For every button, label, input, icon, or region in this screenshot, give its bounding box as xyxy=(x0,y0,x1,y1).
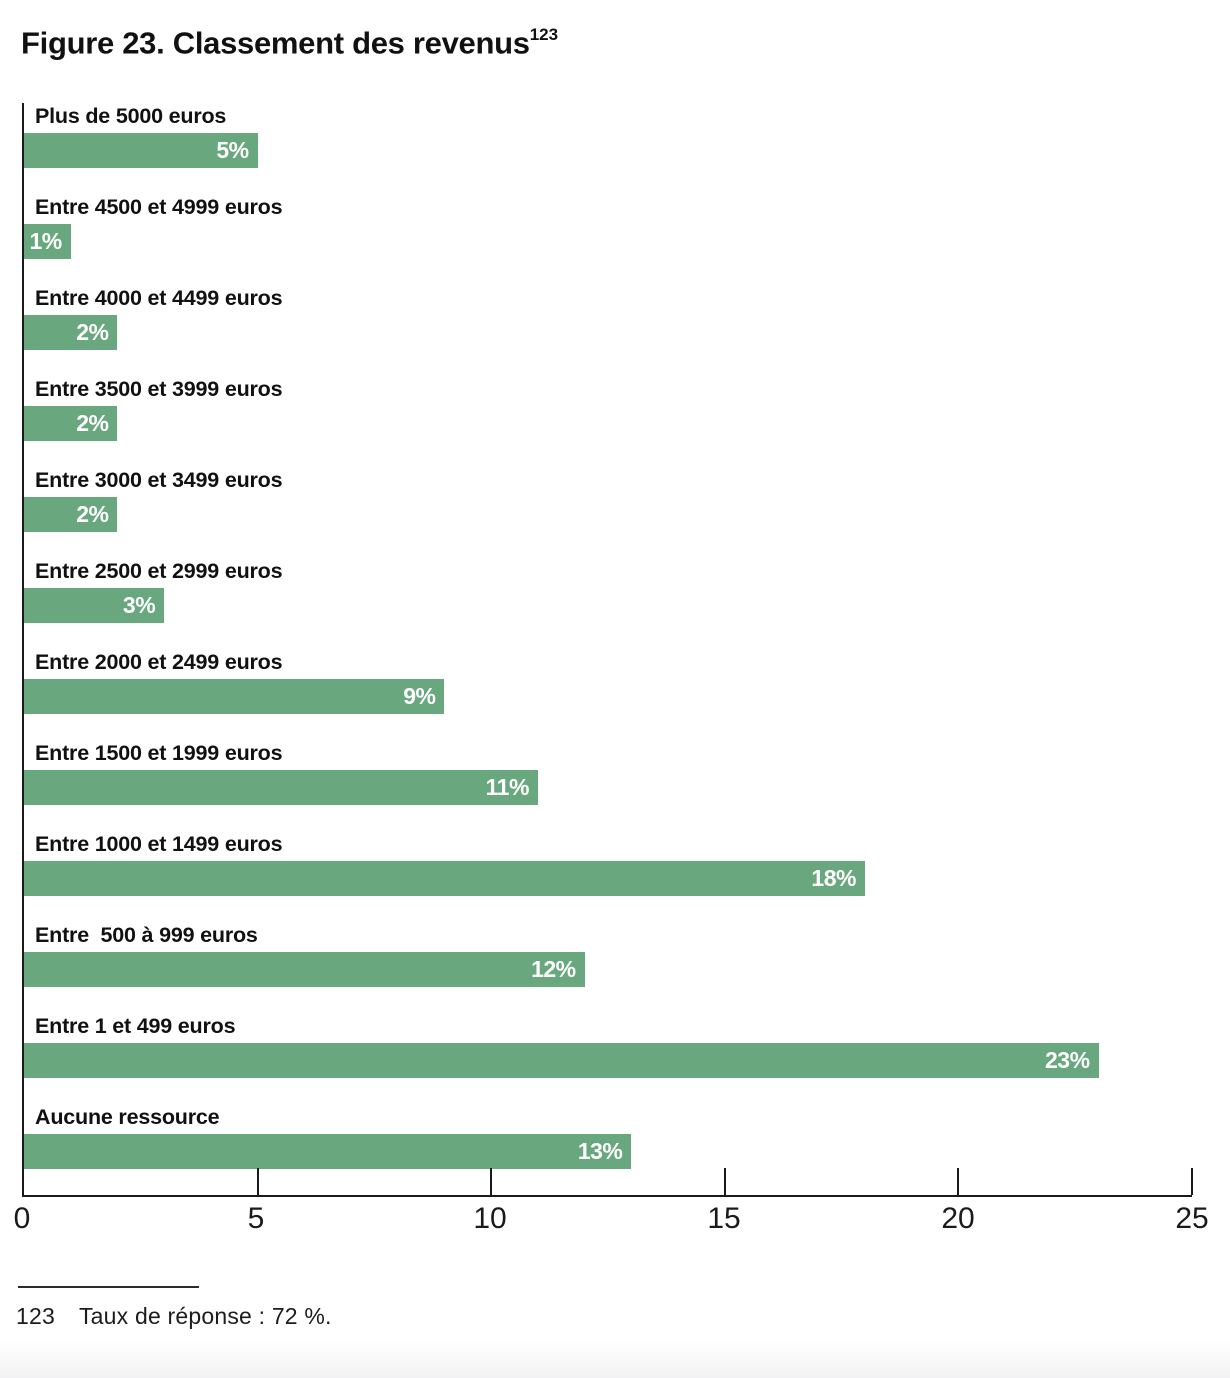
footnote-ref-number: 123 xyxy=(16,1303,55,1330)
bar: 13% xyxy=(24,1134,632,1170)
bar-row: Entre 3500 et 3999 euros 2% xyxy=(24,376,1192,467)
category-label: Entre 2500 et 2999 euros xyxy=(35,559,283,584)
x-axis-tick-label: 25 xyxy=(1175,1202,1209,1236)
income-bar-chart: Plus de 5000 euros 5% Entre 4500 et 4999 e… xyxy=(14,103,1209,1240)
bar: 3% xyxy=(24,588,165,624)
bar-row: Entre 2500 et 2999 euros 3% xyxy=(24,558,1192,649)
bar: 2% xyxy=(24,406,118,442)
bar-value-label: 12% xyxy=(531,956,576,983)
x-axis-tick-label: 15 xyxy=(707,1202,741,1236)
category-label: Entre 1 et 499 euros xyxy=(35,1014,236,1039)
footnote: 123 Taux de réponse : 72 %. xyxy=(16,1286,1230,1330)
footnote-text: Taux de réponse : 72 %. xyxy=(78,1303,332,1330)
bar: 11% xyxy=(24,770,538,806)
category-label: Entre 4500 et 4999 euros xyxy=(35,195,283,220)
figure-title: Figure 23. Classement des revenus123 xyxy=(21,18,1230,62)
bar-row: Aucune ressource 13% xyxy=(24,1104,1192,1195)
category-label: Aucune ressource xyxy=(35,1105,220,1130)
plot-rows: Plus de 5000 euros 5% Entre 4500 et 4999 e… xyxy=(22,103,1193,1198)
bar: 2% xyxy=(24,315,118,351)
bar-row: Entre 4000 et 4499 euros 2% xyxy=(24,285,1192,376)
bar: 9% xyxy=(24,679,445,715)
footnote-line: 123 Taux de réponse : 72 %. xyxy=(16,1303,1230,1330)
category-label: Plus de 5000 euros xyxy=(35,104,227,129)
bar-value-label: 11% xyxy=(485,774,530,801)
bar-row: Entre 1000 et 1499 euros 18% xyxy=(24,831,1192,922)
bar-value-label: 2% xyxy=(76,501,109,528)
bar-value-label: 5% xyxy=(216,137,249,164)
bar-row: Entre 1500 et 1999 euros 11% xyxy=(24,740,1192,831)
x-axis-tick-labels: 0 5 10 15 20 25 xyxy=(14,1202,1209,1240)
bar-value-label: 23% xyxy=(1045,1047,1090,1074)
bar: 1% xyxy=(24,224,71,260)
category-label: Entre 3500 et 3999 euros xyxy=(35,377,283,402)
bar-row: Entre 4500 et 4999 euros 1% xyxy=(24,194,1192,285)
x-axis-tick-label: 5 xyxy=(247,1202,265,1236)
bar: 23% xyxy=(24,1043,1099,1079)
x-axis-tick-label: 0 xyxy=(13,1202,31,1236)
bar-value-label: 9% xyxy=(403,683,436,710)
category-label: Entre 3000 et 3499 euros xyxy=(35,468,283,493)
bar-row: Entre 3000 et 3499 euros 2% xyxy=(24,467,1192,558)
bar: 2% xyxy=(24,497,118,533)
figure-title-text: Figure 23. Classement des revenus xyxy=(21,25,530,61)
category-label: Entre 2000 et 2499 euros xyxy=(35,650,283,675)
bar-value-label: 2% xyxy=(76,319,109,346)
x-axis-tick-label: 20 xyxy=(941,1202,975,1236)
bar-row: Entre 500 à 999 euros 12% xyxy=(24,922,1192,1013)
page-bottom-strip xyxy=(0,1340,1230,1378)
x-axis-tick xyxy=(957,1168,960,1196)
footnote-divider xyxy=(18,1286,199,1289)
bar-value-label: 13% xyxy=(577,1138,623,1165)
bar-value-label: 18% xyxy=(811,865,856,892)
x-axis-tick xyxy=(490,1168,493,1196)
bar: 12% xyxy=(24,952,585,988)
bar-row: Entre 2000 et 2499 euros 9% xyxy=(24,649,1192,740)
x-axis-tick xyxy=(723,1168,726,1196)
bar-value-label: 1% xyxy=(29,228,62,255)
category-label: Entre 1500 et 1999 euros xyxy=(35,741,283,766)
category-label: Entre 4000 et 4499 euros xyxy=(35,286,283,311)
bar-value-label: 3% xyxy=(122,592,156,619)
bar-row: Plus de 5000 euros 5% xyxy=(24,103,1192,194)
figure-title-footnote-marker: 123 xyxy=(529,25,559,44)
x-axis-tick xyxy=(1191,1168,1193,1196)
bar-row: Entre 1 et 499 euros 23% xyxy=(24,1013,1192,1104)
bar: 5% xyxy=(24,133,258,169)
x-axis-tick-label: 10 xyxy=(473,1202,507,1236)
x-axis-tick xyxy=(256,1168,259,1196)
bar-value-label: 2% xyxy=(76,410,109,437)
category-label: Entre 500 à 999 euros xyxy=(35,923,258,948)
category-label: Entre 1000 et 1499 euros xyxy=(35,832,283,857)
bar: 18% xyxy=(24,861,865,897)
